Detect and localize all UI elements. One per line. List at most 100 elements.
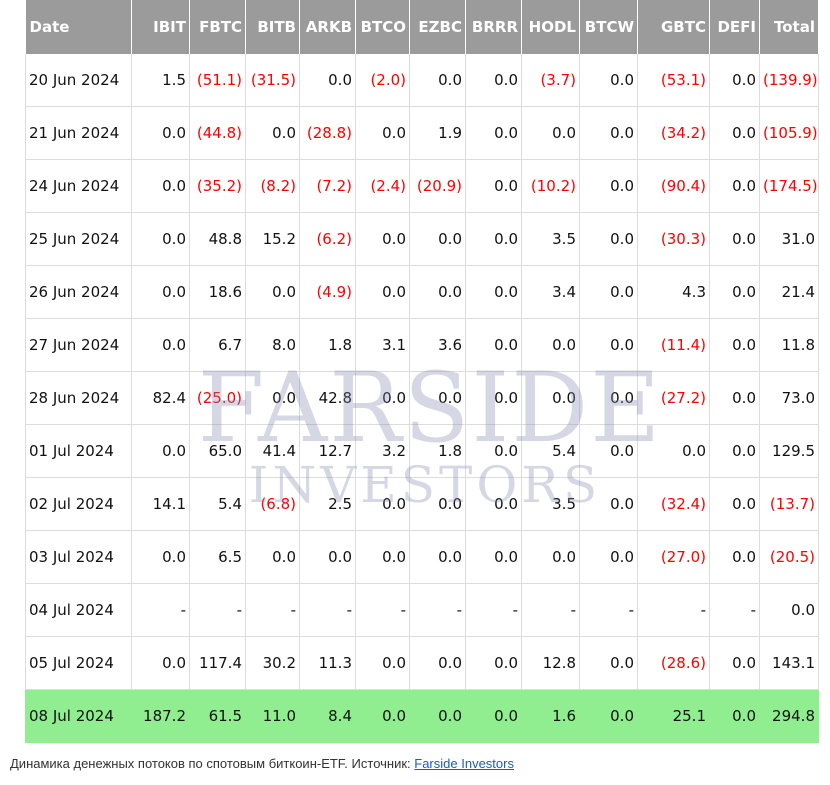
flow-cell: 3.1 [355, 318, 410, 372]
flow-cell: - [245, 583, 300, 637]
column-header-brrr: BRRR [465, 0, 522, 54]
flow-cell: 0.0 [709, 265, 760, 319]
flow-cell: 0.0 [709, 530, 760, 584]
flow-cell: 12.7 [299, 424, 356, 478]
flow-cell: 25.1 [637, 689, 710, 743]
flow-cell: (2.0) [355, 54, 410, 107]
flow-cell: 0.0 [409, 54, 466, 107]
table-row: 21 Jun 2024 0.0 (44.8) 0.0 (28.8) 0.0 1.9 0.0 0.… [25, 106, 819, 160]
flow-cell: 0.0 [465, 424, 522, 478]
date-cell: 27 Jun 2024 [25, 318, 132, 372]
flow-cell: 0.0 [709, 371, 760, 425]
flow-cell: 6.7 [189, 318, 246, 372]
flow-cell: 0.0 [245, 371, 300, 425]
flow-cell: (51.1) [189, 54, 246, 107]
flow-cell: 0.0 [709, 318, 760, 372]
date-cell: 28 Jun 2024 [25, 371, 132, 425]
flow-cell: 0.0 [465, 212, 522, 266]
date-cell: 25 Jun 2024 [25, 212, 132, 266]
flow-cell: 0.0 [579, 106, 638, 160]
flow-cell: 15.2 [245, 212, 300, 266]
column-header-total: Total [759, 0, 819, 54]
flow-cell: 1.8 [299, 318, 356, 372]
table-row: 28 Jun 2024 82.4 (25.0) 0.0 42.8 0.0 0.0 0.0 0.0… [25, 371, 819, 425]
flow-cell: 0.0 [579, 689, 638, 743]
flow-cell: (11.4) [637, 318, 710, 372]
flow-cell: 129.5 [759, 424, 819, 478]
flow-cell: - [131, 583, 190, 637]
flow-cell: 187.2 [131, 689, 190, 743]
flow-cell: (20.5) [759, 530, 819, 584]
column-header-hodl: HODL [521, 0, 580, 54]
table-row: 03 Jul 2024 0.0 6.5 0.0 0.0 0.0 0.0 0.0 0.0 0.0 (2… [25, 530, 819, 584]
etf-flows-table-container: Date IBIT FBTC BITB ARKB BTCO EZBC BRRR HODL BTCW… [25, 0, 819, 743]
flow-cell: 0.0 [355, 106, 410, 160]
flow-cell: (30.3) [637, 212, 710, 266]
flow-cell: 0.0 [579, 212, 638, 266]
flow-cell: 11.0 [245, 689, 300, 743]
header-row: Date IBIT FBTC BITB ARKB BTCO EZBC BRRR HODL BTCW… [25, 0, 819, 54]
flow-cell: (13.7) [759, 477, 819, 531]
flow-cell: 0.0 [465, 689, 522, 743]
table-row: 05 Jul 2024 0.0 117.4 30.2 11.3 0.0 0.0 0.0 12.8… [25, 636, 819, 690]
flow-cell: (28.6) [637, 636, 710, 690]
column-header-bitb: BITB [245, 0, 300, 54]
flow-cell: 0.0 [637, 424, 710, 478]
flow-cell: 0.0 [579, 318, 638, 372]
source-link[interactable]: Farside Investors [414, 756, 514, 771]
column-header-arkb: ARKB [299, 0, 356, 54]
flow-cell: 0.0 [131, 106, 190, 160]
flow-cell: (28.8) [299, 106, 356, 160]
flow-cell: 6.5 [189, 530, 246, 584]
date-cell: 02 Jul 2024 [25, 477, 132, 531]
flow-cell: 0.0 [521, 371, 580, 425]
caption: Динамика денежных потоков по спотовым би… [10, 756, 514, 771]
flow-cell: 0.0 [709, 54, 760, 107]
flow-cell: (90.4) [637, 159, 710, 213]
flow-cell: 65.0 [189, 424, 246, 478]
flow-cell: 0.0 [131, 318, 190, 372]
table-row: 26 Jun 2024 0.0 18.6 0.0 (4.9) 0.0 0.0 0.0 3.4 0.… [25, 265, 819, 319]
flow-cell: 294.8 [759, 689, 819, 743]
flow-cell: 0.0 [355, 212, 410, 266]
flow-cell: 1.9 [409, 106, 466, 160]
flow-cell: (35.2) [189, 159, 246, 213]
flow-cell: 0.0 [579, 54, 638, 107]
flow-cell: 41.4 [245, 424, 300, 478]
flow-cell: 11.3 [299, 636, 356, 690]
flow-cell: (139.9) [759, 54, 819, 107]
table-row: 04 Jul 2024- - - - - - - - - - -0.0 [25, 583, 819, 637]
date-cell: 20 Jun 2024 [25, 54, 132, 107]
flow-cell: - [465, 583, 522, 637]
flow-cell: 3.6 [409, 318, 466, 372]
flow-cell: - [189, 583, 246, 637]
flow-cell: 0.0 [465, 159, 522, 213]
date-cell: 05 Jul 2024 [25, 636, 132, 690]
flow-cell: (25.0) [189, 371, 246, 425]
column-header-date: Date [25, 0, 132, 54]
table-header: Date IBIT FBTC BITB ARKB BTCO EZBC BRRR HODL BTCW… [25, 0, 819, 54]
flow-cell: 12.8 [521, 636, 580, 690]
column-header-ezbc: EZBC [409, 0, 466, 54]
flow-cell: (105.9) [759, 106, 819, 160]
flow-cell: 14.1 [131, 477, 190, 531]
flow-cell: (4.9) [299, 265, 356, 319]
flow-cell: 0.0 [409, 636, 466, 690]
flow-cell: 1.8 [409, 424, 466, 478]
flow-cell: 42.8 [299, 371, 356, 425]
flow-cell: 0.0 [521, 318, 580, 372]
flow-cell: 0.0 [465, 318, 522, 372]
date-cell: 21 Jun 2024 [25, 106, 132, 160]
flow-cell: 3.2 [355, 424, 410, 478]
flow-cell: (174.5) [759, 159, 819, 213]
date-cell: 04 Jul 2024 [25, 583, 132, 637]
flow-cell: 0.0 [245, 106, 300, 160]
flow-cell: 0.0 [245, 530, 300, 584]
flow-cell: 0.0 [521, 530, 580, 584]
flow-cell: - [355, 583, 410, 637]
flow-cell: 4.3 [637, 265, 710, 319]
column-header-fbtc: FBTC [189, 0, 246, 54]
flow-cell: (2.4) [355, 159, 410, 213]
flow-cell: 0.0 [245, 265, 300, 319]
flow-cell: (7.2) [299, 159, 356, 213]
